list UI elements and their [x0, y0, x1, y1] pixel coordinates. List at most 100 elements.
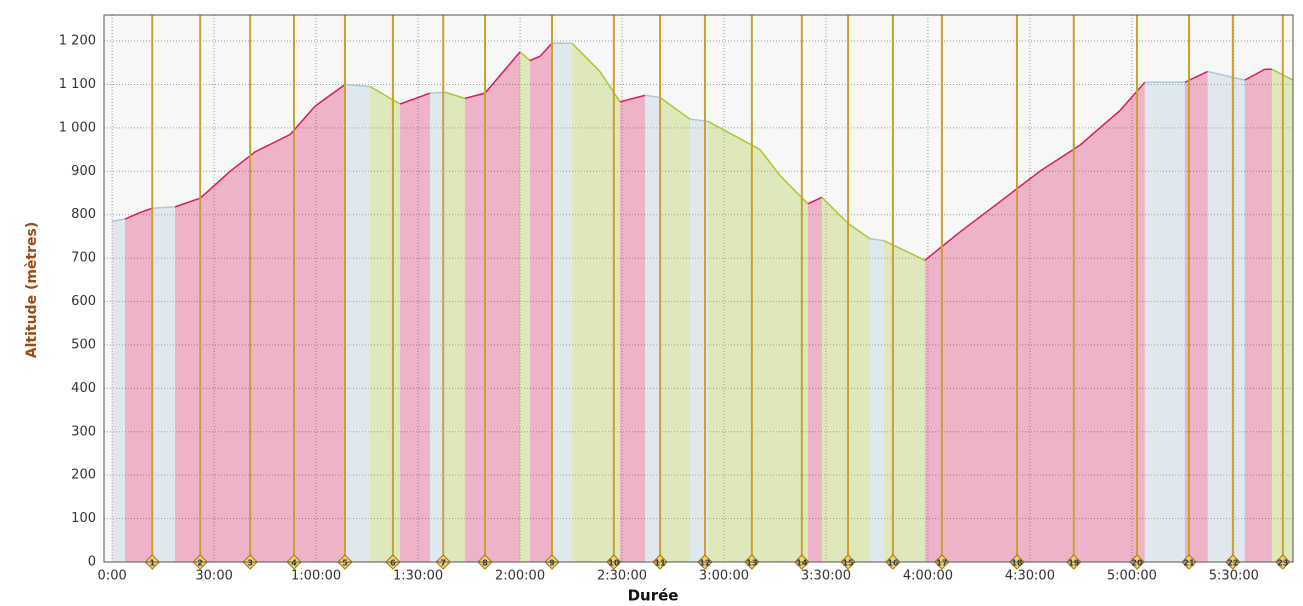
x-tick-label: 3:00:00	[699, 569, 749, 584]
x-tick-label: 0:00	[98, 569, 127, 584]
lap-label: 20	[1131, 559, 1143, 568]
lap-label: 12	[699, 559, 710, 568]
lap-label: 22	[1227, 559, 1238, 568]
profile-line	[344, 83, 371, 88]
area-segment	[112, 219, 126, 563]
x-tick-label: 1:00:00	[291, 569, 341, 584]
area-segment	[660, 97, 691, 562]
profile-line	[519, 51, 531, 62]
y-tick-label: 200	[71, 468, 96, 483]
x-tick-label: 4:30:00	[1005, 569, 1055, 584]
profile-line	[112, 218, 126, 222]
area-segment	[645, 95, 661, 563]
area-segment	[464, 93, 486, 563]
lap-label: 8	[482, 559, 488, 568]
area-segment	[370, 86, 401, 562]
area-segment	[869, 238, 885, 563]
area-segment	[1264, 69, 1272, 563]
area-segment	[599, 71, 620, 562]
area-segment	[959, 201, 1000, 562]
profile-line	[659, 96, 691, 120]
area-segment	[255, 134, 291, 562]
x-axis-label: Durée	[628, 587, 679, 605]
profile-line	[152, 206, 176, 209]
area-segment	[807, 197, 822, 563]
y-tick-label: 900	[71, 164, 96, 179]
y-tick-label: 700	[71, 251, 96, 266]
lap-label: 5	[342, 559, 348, 568]
profile-line	[645, 94, 661, 99]
profile-line	[1244, 68, 1266, 81]
area-segment	[485, 51, 521, 563]
y-tick-label: 600	[71, 294, 96, 309]
area-segment	[290, 106, 316, 563]
lap-label: 9	[549, 559, 555, 568]
area-segment	[848, 223, 870, 562]
y-tick-label: 300	[71, 424, 96, 439]
lap-label: 4	[291, 559, 297, 568]
y-tick-label: 1 100	[59, 77, 96, 92]
profile-line	[174, 197, 201, 208]
area-segment	[344, 84, 371, 562]
y-tick-label: 800	[71, 207, 96, 222]
lap-label: 11	[655, 559, 667, 568]
area-segment	[1079, 110, 1120, 562]
profile-line	[1079, 109, 1121, 146]
lap-label: 18	[1011, 559, 1023, 568]
area-segment	[999, 171, 1040, 563]
area-segment	[400, 93, 430, 563]
lap-label: 3	[247, 559, 253, 568]
profile-line	[539, 42, 553, 57]
area-segment	[200, 171, 231, 563]
area-segment	[175, 198, 201, 562]
lap-label: 19	[1068, 559, 1080, 568]
profile-line	[847, 222, 871, 240]
lap-label: 7	[440, 559, 446, 568]
profile-line	[869, 237, 885, 242]
x-tick-label: 3:30:00	[801, 569, 851, 584]
profile-line	[139, 207, 153, 214]
area-segment	[152, 206, 176, 562]
area-segment	[444, 92, 465, 563]
x-tick-label: 5:30:00	[1209, 569, 1259, 584]
profile-line	[759, 149, 781, 177]
plot-area	[104, 15, 1293, 562]
lap-label: 17	[936, 559, 947, 568]
area-segment	[551, 43, 573, 562]
profile-line	[1207, 70, 1245, 81]
profile-line	[807, 196, 823, 205]
area-segment	[1244, 69, 1265, 563]
profile-line	[254, 133, 291, 153]
profile-line	[529, 55, 541, 62]
profile-line	[444, 91, 466, 100]
lap-label: 15	[842, 559, 854, 568]
lap-label: 14	[796, 559, 808, 568]
profile-line	[959, 201, 1001, 233]
area-segment	[125, 212, 141, 562]
profile-line	[1119, 81, 1146, 112]
area-segment	[1184, 71, 1208, 562]
x-tick-label: 30:00	[195, 569, 232, 584]
area-segment	[1039, 145, 1080, 562]
area-segment	[230, 151, 256, 562]
area-segment	[619, 95, 646, 563]
profile-line	[821, 196, 849, 224]
lap-label: 13	[746, 559, 757, 568]
x-tick-label: 2:00:00	[495, 569, 545, 584]
area-segment	[315, 84, 345, 562]
y-axis-label: Altitude (mètres)	[24, 222, 40, 358]
profile-line	[464, 92, 486, 100]
profile-line	[484, 51, 521, 94]
area-segment	[821, 197, 849, 563]
x-tick-label: 4:00:00	[903, 569, 953, 584]
area-segment	[708, 121, 761, 562]
area-segment	[1119, 82, 1145, 563]
profile-line	[999, 170, 1041, 203]
area-segment	[1207, 71, 1245, 562]
y-tick-label: 100	[71, 511, 96, 526]
lap-label: 2	[197, 559, 203, 568]
area-segment	[429, 92, 445, 563]
area-segment	[540, 43, 552, 562]
profile-line	[619, 94, 646, 103]
